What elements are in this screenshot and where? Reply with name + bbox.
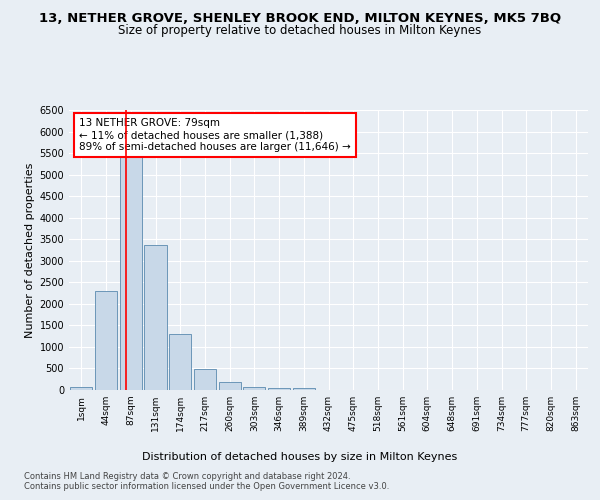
Bar bbox=[194, 370, 216, 390]
Bar bbox=[95, 292, 117, 390]
Bar bbox=[243, 386, 265, 390]
Text: 13 NETHER GROVE: 79sqm
← 11% of detached houses are smaller (1,388)
89% of semi-: 13 NETHER GROVE: 79sqm ← 11% of detached… bbox=[79, 118, 351, 152]
Text: Contains HM Land Registry data © Crown copyright and database right 2024.: Contains HM Land Registry data © Crown c… bbox=[24, 472, 350, 481]
Y-axis label: Number of detached properties: Number of detached properties bbox=[25, 162, 35, 338]
Bar bbox=[268, 388, 290, 390]
Text: Contains public sector information licensed under the Open Government Licence v3: Contains public sector information licen… bbox=[24, 482, 389, 491]
Bar bbox=[293, 388, 315, 390]
Bar bbox=[145, 246, 167, 390]
Text: 13, NETHER GROVE, SHENLEY BROOK END, MILTON KEYNES, MK5 7BQ: 13, NETHER GROVE, SHENLEY BROOK END, MIL… bbox=[39, 12, 561, 26]
Bar bbox=[218, 382, 241, 390]
Bar bbox=[119, 158, 142, 390]
Bar bbox=[169, 334, 191, 390]
Text: Distribution of detached houses by size in Milton Keynes: Distribution of detached houses by size … bbox=[142, 452, 458, 462]
Text: Size of property relative to detached houses in Milton Keynes: Size of property relative to detached ho… bbox=[118, 24, 482, 37]
Bar bbox=[70, 387, 92, 390]
